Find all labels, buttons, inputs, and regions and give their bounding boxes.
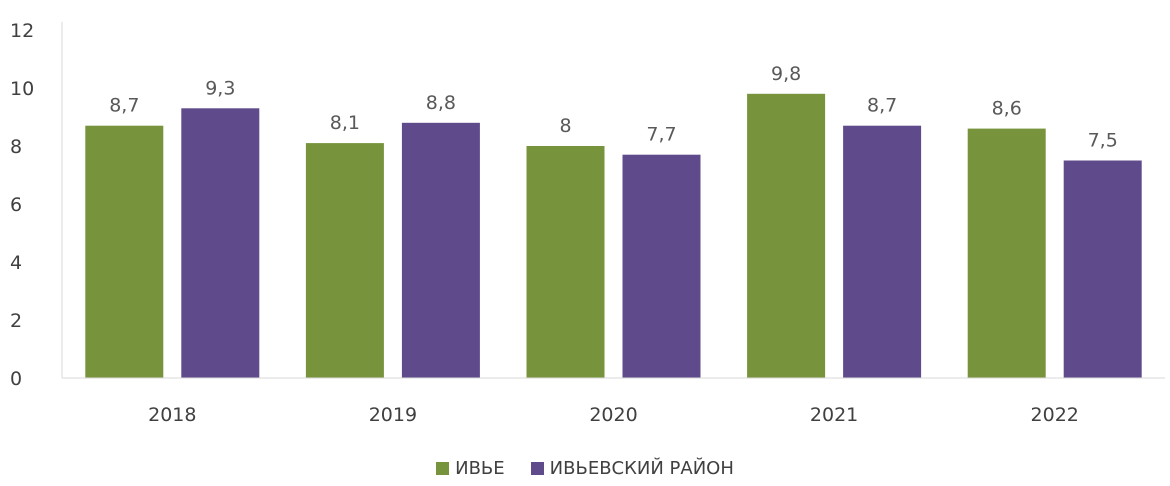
legend-label-ivye: ИВЬЕ bbox=[455, 458, 505, 479]
y-tick-label: 12 bbox=[10, 20, 34, 42]
bar bbox=[85, 125, 164, 378]
bar bbox=[181, 108, 260, 379]
data-label: 8,6 bbox=[992, 98, 1022, 120]
legend-item-ivye-district: ИВЬЕВСКИЙ РАЙОН bbox=[530, 458, 734, 479]
data-label: 8,8 bbox=[426, 92, 456, 114]
data-label: 7,5 bbox=[1088, 130, 1118, 152]
bar bbox=[1063, 160, 1142, 378]
bar bbox=[305, 143, 384, 378]
bar bbox=[843, 125, 922, 378]
y-axis: 0 2 4 6 8 10 12 bbox=[10, 20, 63, 390]
bar bbox=[622, 154, 701, 378]
x-axis: 2018 2019 2020 2021 2022 bbox=[62, 377, 1165, 426]
y-tick-label: 6 bbox=[10, 194, 22, 216]
data-label: 9,3 bbox=[205, 77, 235, 99]
y-tick-label: 10 bbox=[10, 78, 34, 100]
bar-chart: 0 2 4 6 8 10 12 8,7 9,3 8,1 8,8 8 7,7 9,8 8,7 8,6 7,5 2… bbox=[10, 20, 1165, 426]
data-label: 8 bbox=[559, 115, 571, 137]
y-tick-label: 0 bbox=[10, 368, 22, 390]
y-tick-label: 2 bbox=[10, 310, 22, 332]
legend-swatch-ivye-district bbox=[530, 462, 544, 475]
x-tick-label: 2018 bbox=[148, 404, 196, 426]
bar bbox=[526, 146, 605, 378]
x-tick-label: 2019 bbox=[369, 404, 417, 426]
y-tick-label: 8 bbox=[10, 136, 22, 158]
x-tick-label: 2022 bbox=[1031, 404, 1079, 426]
legend-label-ivye-district: ИВЬЕВСКИЙ РАЙОН bbox=[549, 458, 734, 479]
bars: 8,7 9,3 8,1 8,8 8 7,7 9,8 8,7 8,6 7,5 bbox=[85, 63, 1142, 379]
x-tick-label: 2021 bbox=[810, 404, 858, 426]
bar bbox=[967, 128, 1046, 378]
bar bbox=[401, 122, 480, 378]
data-label: 9,8 bbox=[771, 63, 801, 85]
data-label: 8,1 bbox=[330, 112, 360, 134]
y-tick-label: 4 bbox=[10, 252, 22, 274]
data-label: 8,7 bbox=[867, 95, 897, 117]
bar bbox=[747, 93, 826, 379]
legend-swatch-ivye bbox=[436, 462, 450, 475]
legend-item-ivye: ИВЬЕ bbox=[436, 458, 505, 479]
legend: ИВЬЕ ИВЬЕВСКИЙ РАЙОН bbox=[0, 458, 1170, 479]
data-label: 7,7 bbox=[646, 124, 676, 146]
x-tick-label: 2020 bbox=[589, 404, 637, 426]
data-label: 8,7 bbox=[109, 95, 139, 117]
